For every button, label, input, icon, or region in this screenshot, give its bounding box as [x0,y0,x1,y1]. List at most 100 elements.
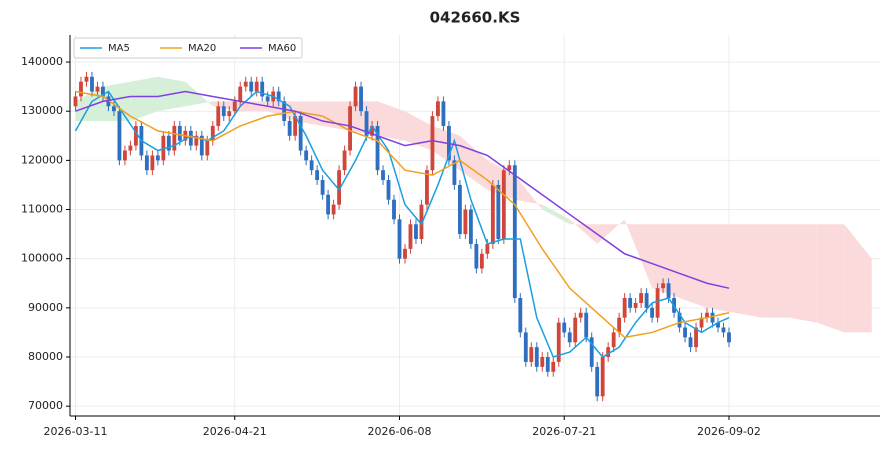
candle-body [600,357,605,397]
x-tick-label: 2026-03-11 [44,425,108,438]
candle-body [194,135,199,146]
candle-body [441,101,446,126]
candle-body [403,248,407,259]
candle-body [650,307,655,318]
cloud [75,76,872,333]
cloud-segment [679,224,708,308]
legend-label: MA5 [108,43,130,54]
candle-body [584,312,589,338]
y-tick-label: 70000 [28,399,63,412]
candle-body [84,76,89,82]
candle-body [331,204,336,215]
candle-body [617,317,622,333]
y-tick-label: 100000 [21,252,63,265]
y-tick-label: 130000 [21,104,63,117]
cloud-segment [652,224,680,299]
candle-body [595,366,600,397]
cloud-segment [542,204,570,225]
y-tick-label: 80000 [28,350,63,363]
candle-body [112,106,116,112]
y-tick-label: 110000 [21,203,63,216]
candle-body [694,327,698,348]
ma-line [75,90,730,339]
candle-body [468,209,473,244]
candle-body [375,125,380,171]
candle-body [282,101,287,122]
cloud-segment [816,224,845,333]
candle-body [304,150,309,161]
legend: MA5 MA20 MA60 [80,43,296,54]
cloud-segment [130,76,158,122]
candle-body [606,347,611,358]
candle-body [227,111,232,117]
candle-body [177,125,182,141]
candle-body [436,101,440,117]
candle-body [556,322,561,362]
cloud-segment [404,111,433,151]
candle-body [573,317,578,343]
candle-body [287,121,292,136]
x-tick-label: 2026-09-02 [697,425,761,438]
candle-body [567,332,572,343]
candle-body [101,86,105,97]
candle-body [529,347,534,362]
cloud-segment [322,101,351,131]
candle-body [463,209,468,235]
candle-body [216,106,221,126]
candle-body [622,298,627,318]
ma-lines [74,90,730,358]
candle-body [265,96,270,102]
x-tick-label: 2026-07-21 [532,425,596,438]
y-tick-label: 120000 [21,153,63,166]
candle-body [397,219,402,259]
candle-body [507,165,512,171]
cloud-segment [789,224,817,323]
candle-body [243,81,248,87]
candle-body [479,253,484,269]
cloud-segment [514,175,543,210]
candle-body [199,135,204,156]
ma-line [74,90,730,358]
candle-body [210,125,215,141]
candle-body [485,243,490,254]
candle-body [238,86,243,102]
candle-body [106,96,111,107]
candle-body [512,165,517,299]
candle-body [320,180,325,195]
candle-body [628,298,633,308]
candle-body [430,116,435,171]
candle-body [457,184,462,235]
cloud-segment [761,224,790,318]
legend-box [73,37,303,59]
candle-body [315,170,320,181]
candle-body [545,357,550,372]
cloud-segment [707,224,735,313]
candle-body [348,106,352,151]
ma-line [75,90,730,289]
candle-body [95,86,100,92]
candle-body [221,106,226,117]
candle-body [699,317,704,328]
candle-body [589,337,594,367]
candle-body [705,312,709,318]
candle-body [518,298,523,333]
candle-body [73,96,78,107]
candle-body [540,357,545,367]
cloud-segment [432,125,460,171]
candle-body [293,116,298,136]
candle-body [326,194,331,215]
cloud-segment [734,224,762,318]
candle-body [474,243,479,269]
candle-body [128,145,133,151]
candle-body [155,155,160,161]
candle-body [342,150,347,171]
candle-body [122,150,127,161]
cloud-segment [844,224,872,333]
candle-body [309,160,314,171]
candle-body [232,101,237,112]
candle-body [677,312,682,328]
candle-body [79,81,83,97]
candle-body [408,224,413,249]
cloud-segment [597,219,625,244]
y-tick-label: 140000 [21,55,63,68]
